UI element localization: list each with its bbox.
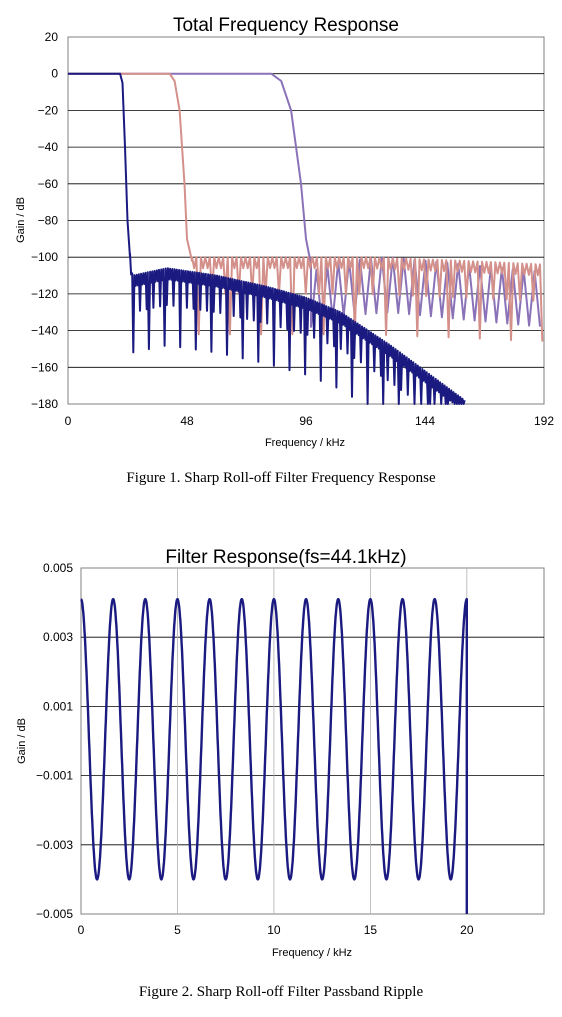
y-tick-label: 0.005 <box>43 561 73 575</box>
y-tick-label: −140 <box>31 324 58 338</box>
y-tick-label: −0.003 <box>36 838 73 852</box>
chart-title: Total Frequency Response <box>173 15 399 36</box>
series-line <box>80 597 468 914</box>
x-tick-labels: 0 5 10 15 20 <box>78 923 474 937</box>
x-tick-label: 144 <box>415 414 435 428</box>
x-tick-labels: 0 48 96 144 192 <box>65 414 555 428</box>
figure-1-caption: Figure 1. Sharp Roll-off Filter Frequenc… <box>126 470 436 486</box>
x-tick-label: 5 <box>174 923 181 937</box>
y-tick-label: −40 <box>38 140 59 154</box>
y-tick-label: −160 <box>31 360 58 374</box>
x-tick-label: 10 <box>267 923 281 937</box>
y-tick-label: 0.003 <box>43 630 73 644</box>
chart-title: Filter Response(fs=44.1kHz) <box>165 547 406 568</box>
y-tick-label: 0 <box>51 67 58 81</box>
y-tick-label: −0.001 <box>36 769 73 783</box>
y-tick-label: −0.005 <box>36 907 73 921</box>
y-tick-label: −80 <box>38 214 59 228</box>
y-tick-label: 20 <box>45 30 59 44</box>
x-tick-label: 0 <box>65 414 72 428</box>
series-lines <box>80 597 468 914</box>
y-tick-label: −60 <box>38 177 59 191</box>
y-tick-label: −20 <box>38 103 59 117</box>
y-tick-label: 0.001 <box>43 699 73 713</box>
y-axis-label: Gain / dB <box>16 718 28 764</box>
x-tick-label: 96 <box>299 414 313 428</box>
series-lines <box>68 72 544 405</box>
y-tick-label: −180 <box>31 397 58 411</box>
figure-2-caption: Figure 2. Sharp Roll-off Filter Passband… <box>138 984 424 1000</box>
x-tick-label: 15 <box>364 923 378 937</box>
y-tick-labels: 0.005 0.003 0.001 −0.001 −0.003 −0.005 <box>36 561 73 921</box>
passband-ripple-chart: 0.005 0.003 0.001 −0.001 −0.003 −0.005 0 5 10 15… <box>16 547 545 959</box>
y-tick-labels: 20 0 −20 −40 −60 −80 −100 −120 −140 −160 −180 <box>31 30 58 411</box>
y-tick-label: −120 <box>31 287 58 301</box>
y-tick-label: −100 <box>31 250 58 264</box>
x-axis-label: Frequency / kHz <box>265 437 345 449</box>
plot-area <box>80 567 545 915</box>
x-tick-label: 48 <box>180 414 194 428</box>
x-tick-label: 20 <box>460 923 474 937</box>
series-line <box>68 72 544 342</box>
x-axis-label: Frequency / kHz <box>272 947 352 959</box>
series-line <box>68 72 466 405</box>
x-tick-label: 192 <box>534 414 554 428</box>
y-axis-label: Gain / dB <box>15 197 27 243</box>
x-tick-label: 0 <box>78 923 85 937</box>
frequency-response-chart: 20 0 −20 −40 −60 −80 −100 −120 −140 −160 −180 0 48 9… <box>15 15 555 449</box>
